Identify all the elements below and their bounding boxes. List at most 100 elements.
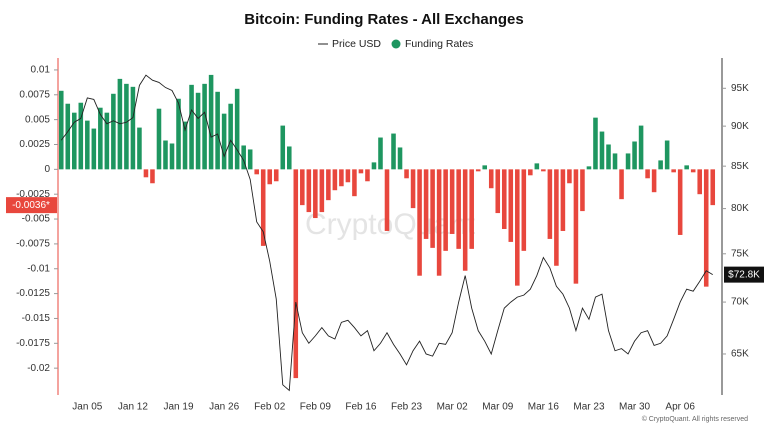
bar (365, 169, 370, 182)
y-tick-label: 0.0025 (19, 139, 50, 150)
x-tick-label: Feb 02 (254, 402, 286, 413)
chart-title: Bitcoin: Funding Rates - All Exchanges (244, 11, 523, 28)
y2-tick-label: 90K (731, 121, 749, 132)
x-tick-label: Mar 23 (573, 402, 605, 413)
bar (410, 169, 416, 209)
y-tick-label: -0.02 (27, 363, 50, 374)
bar (345, 169, 351, 183)
y2-tick-label: 85K (731, 161, 749, 172)
bar (215, 91, 220, 170)
bar (449, 169, 455, 234)
bar (339, 169, 344, 187)
y-tick-label: 0.0075 (19, 89, 50, 100)
bar (619, 169, 624, 200)
bar (541, 169, 546, 172)
bar (397, 147, 403, 170)
x-tick-label: Jan 19 (164, 402, 194, 413)
bar (482, 165, 488, 170)
bar (378, 137, 383, 170)
bar (352, 169, 357, 197)
bar (85, 120, 90, 170)
bar (228, 103, 233, 170)
last-price-tag (724, 266, 764, 283)
y-tick-label: -0.01 (27, 263, 50, 274)
bar (254, 169, 259, 175)
bar (580, 169, 585, 212)
bar (267, 169, 273, 185)
y-tick-label: -0.005 (22, 214, 51, 225)
bar (273, 169, 279, 182)
bar (208, 74, 214, 170)
bar (690, 169, 696, 173)
bar (391, 133, 396, 170)
bar (176, 98, 181, 170)
y-tick-label: 0 (44, 164, 50, 175)
y2-tick-label: 95K (731, 83, 749, 94)
bar (573, 169, 579, 284)
bar (664, 140, 670, 170)
x-tick-label: Feb 09 (300, 402, 332, 413)
last-price-label: $72.8K (728, 269, 760, 280)
bar (710, 169, 716, 206)
y2-tick-label: 75K (731, 248, 749, 259)
bar (547, 169, 553, 239)
bar (599, 131, 605, 170)
bar (462, 169, 468, 271)
x-tick-label: Jan 12 (118, 402, 148, 413)
y2-tick-label: 70K (731, 297, 749, 308)
bar (515, 169, 520, 286)
x-tick-label: Apr 06 (665, 402, 695, 413)
footer: © CryptoQuant. All rights reserved (642, 415, 748, 423)
y-tick-label: -0.0125 (16, 288, 50, 299)
bar (293, 169, 299, 379)
bar (72, 112, 77, 170)
bar (658, 160, 663, 170)
y-tick-label: 0.005 (25, 114, 50, 125)
bar (521, 169, 527, 251)
bar (260, 169, 266, 246)
bar (417, 169, 422, 276)
legend-label: Funding Rates (405, 38, 473, 50)
bar (332, 169, 338, 191)
y-tick-label: -0.0025 (16, 189, 50, 200)
bar (111, 93, 116, 170)
bar (606, 144, 611, 170)
bar (169, 143, 175, 170)
bar (508, 169, 514, 242)
bar (384, 169, 390, 231)
bar (234, 88, 240, 170)
y-tick-label: -0.0175 (16, 338, 50, 349)
bar (286, 146, 292, 170)
bar (202, 83, 207, 170)
bar (65, 103, 71, 170)
bar (625, 153, 631, 170)
bar (189, 84, 194, 170)
last-rate-label: -0.0036* (12, 200, 50, 211)
bar (501, 169, 507, 229)
y2-tick-label: 80K (731, 203, 749, 214)
bar (534, 163, 540, 170)
bar (703, 169, 709, 287)
bar (632, 141, 637, 170)
bar (677, 169, 683, 235)
bar (430, 169, 435, 248)
bar (404, 169, 409, 179)
bar (436, 169, 442, 276)
bar (91, 128, 97, 170)
bar (554, 169, 559, 266)
bar (612, 153, 618, 170)
bar (182, 121, 188, 170)
bar (313, 169, 318, 219)
bar (651, 169, 657, 193)
price-line (60, 74, 713, 392)
bar (423, 169, 429, 239)
bar (371, 162, 377, 170)
x-tick-label: Mar 02 (437, 402, 469, 413)
bar (319, 169, 325, 213)
x-tick-label: Jan 05 (72, 402, 102, 413)
bar (150, 169, 155, 184)
bar (488, 169, 494, 189)
x-tick-label: Mar 09 (482, 402, 514, 413)
x-tick-label: Mar 30 (619, 402, 651, 413)
bar (98, 107, 103, 170)
